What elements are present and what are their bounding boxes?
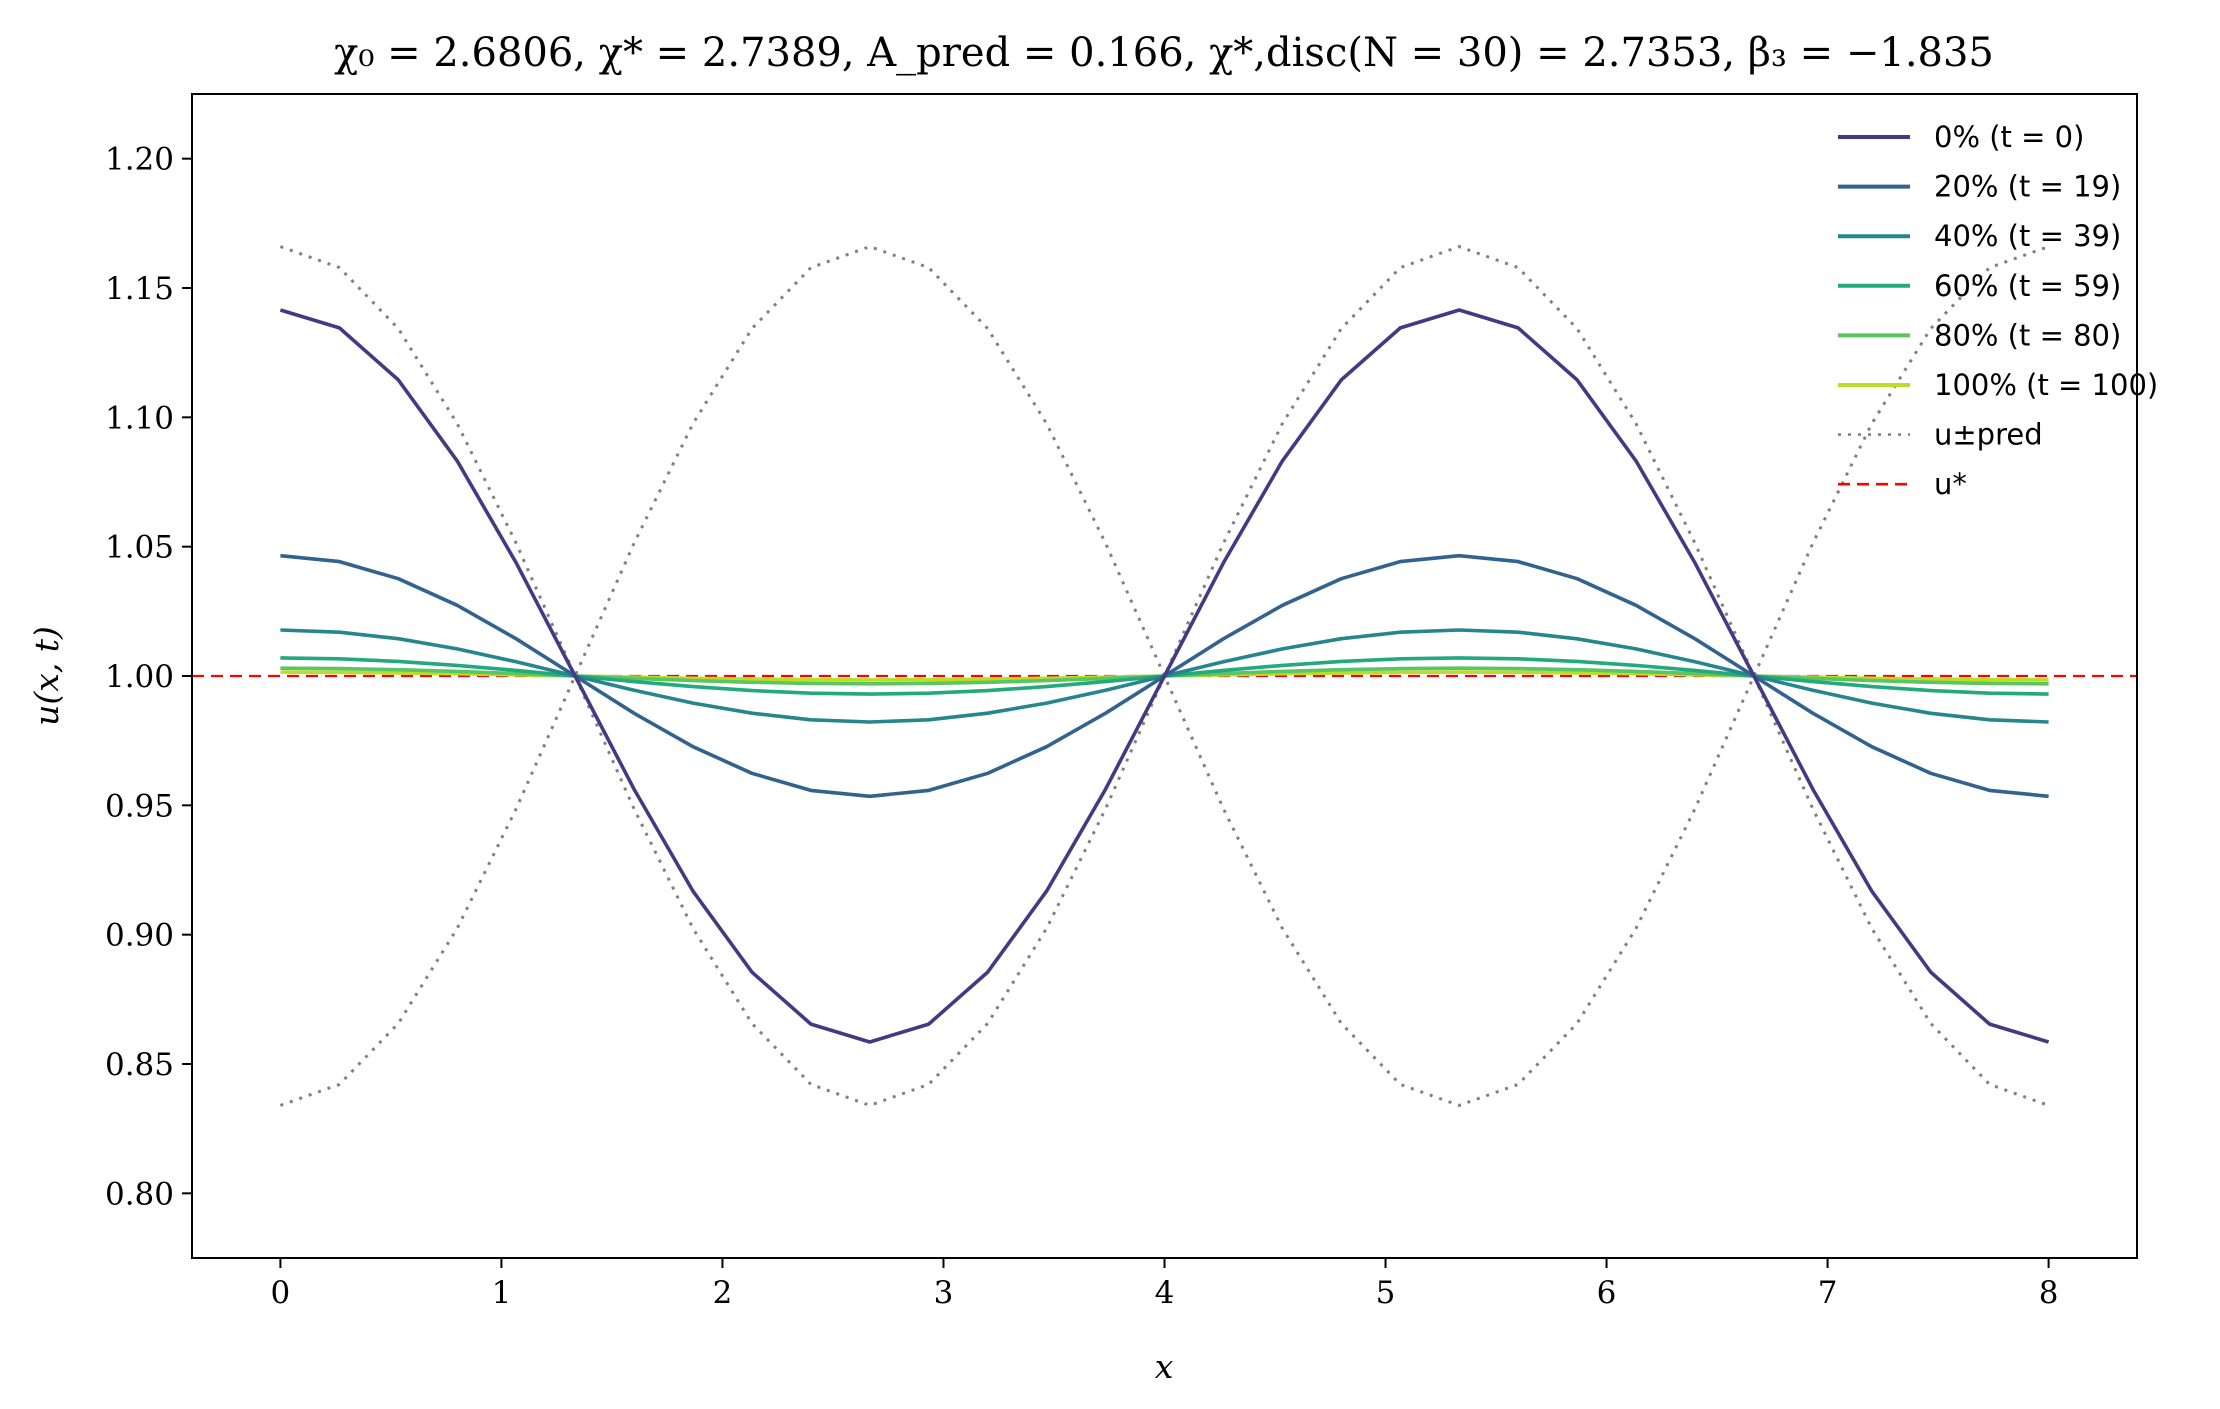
legend-label-0: 0% (t = 0) bbox=[1934, 120, 2084, 154]
y-tick-label: 0.95 bbox=[105, 788, 174, 824]
plot-frame bbox=[191, 93, 2138, 1259]
x-tick-label: 0 bbox=[271, 1275, 291, 1311]
y-tick-label: 0.90 bbox=[105, 918, 174, 954]
y-tick-label: 0.85 bbox=[105, 1047, 174, 1083]
x-tick-label: 4 bbox=[1155, 1275, 1175, 1311]
x-tick-label: 2 bbox=[713, 1275, 733, 1311]
legend-label-1: 20% (t = 19) bbox=[1934, 170, 2121, 204]
x-tick-label: 5 bbox=[1376, 1275, 1396, 1311]
legend-label-5: 100% (t = 100) bbox=[1934, 368, 2158, 402]
x-tick-label: 8 bbox=[2039, 1275, 2059, 1311]
x-tick-label: 6 bbox=[1597, 1275, 1617, 1311]
legend-label-7: u* bbox=[1934, 467, 1967, 501]
y-tick-label: 1.05 bbox=[105, 530, 174, 566]
x-tick-label: 3 bbox=[934, 1275, 954, 1311]
legend-label-3: 60% (t = 59) bbox=[1934, 269, 2121, 303]
y-tick-label: 1.15 bbox=[105, 271, 174, 307]
x-tick-label: 1 bbox=[492, 1275, 512, 1311]
y-axis-ticks: 0.80 0.85 0.90 0.95 1.00 1.05 1.10 1.15 1.20 bbox=[105, 142, 192, 1212]
chart-title: χ₀ = 2.6806, χ* = 2.7389, A_pred = 0.166… bbox=[334, 30, 1994, 76]
x-axis-ticks: 0 1 2 3 4 5 6 7 8 bbox=[271, 1258, 2059, 1311]
legend: 0% (t = 0) 20% (t = 19) 40% (t = 39) 60% (t… bbox=[1838, 120, 2158, 501]
legend-label-6: u±pred bbox=[1934, 418, 2043, 452]
legend-label-4: 80% (t = 80) bbox=[1934, 318, 2121, 352]
y-tick-label: 1.20 bbox=[105, 142, 174, 178]
y-axis-label: u(x, t) bbox=[27, 626, 66, 726]
x-axis-label: x bbox=[1155, 1347, 1174, 1386]
legend-label-2: 40% (t = 39) bbox=[1934, 219, 2121, 253]
y-tick-label: 0.80 bbox=[105, 1176, 174, 1212]
x-tick-label: 7 bbox=[1818, 1275, 1838, 1311]
plot-area bbox=[192, 245, 2137, 1107]
y-tick-label: 1.10 bbox=[105, 400, 174, 436]
y-tick-label: 1.00 bbox=[105, 659, 174, 695]
series-line-0 bbox=[279, 308, 2050, 1044]
